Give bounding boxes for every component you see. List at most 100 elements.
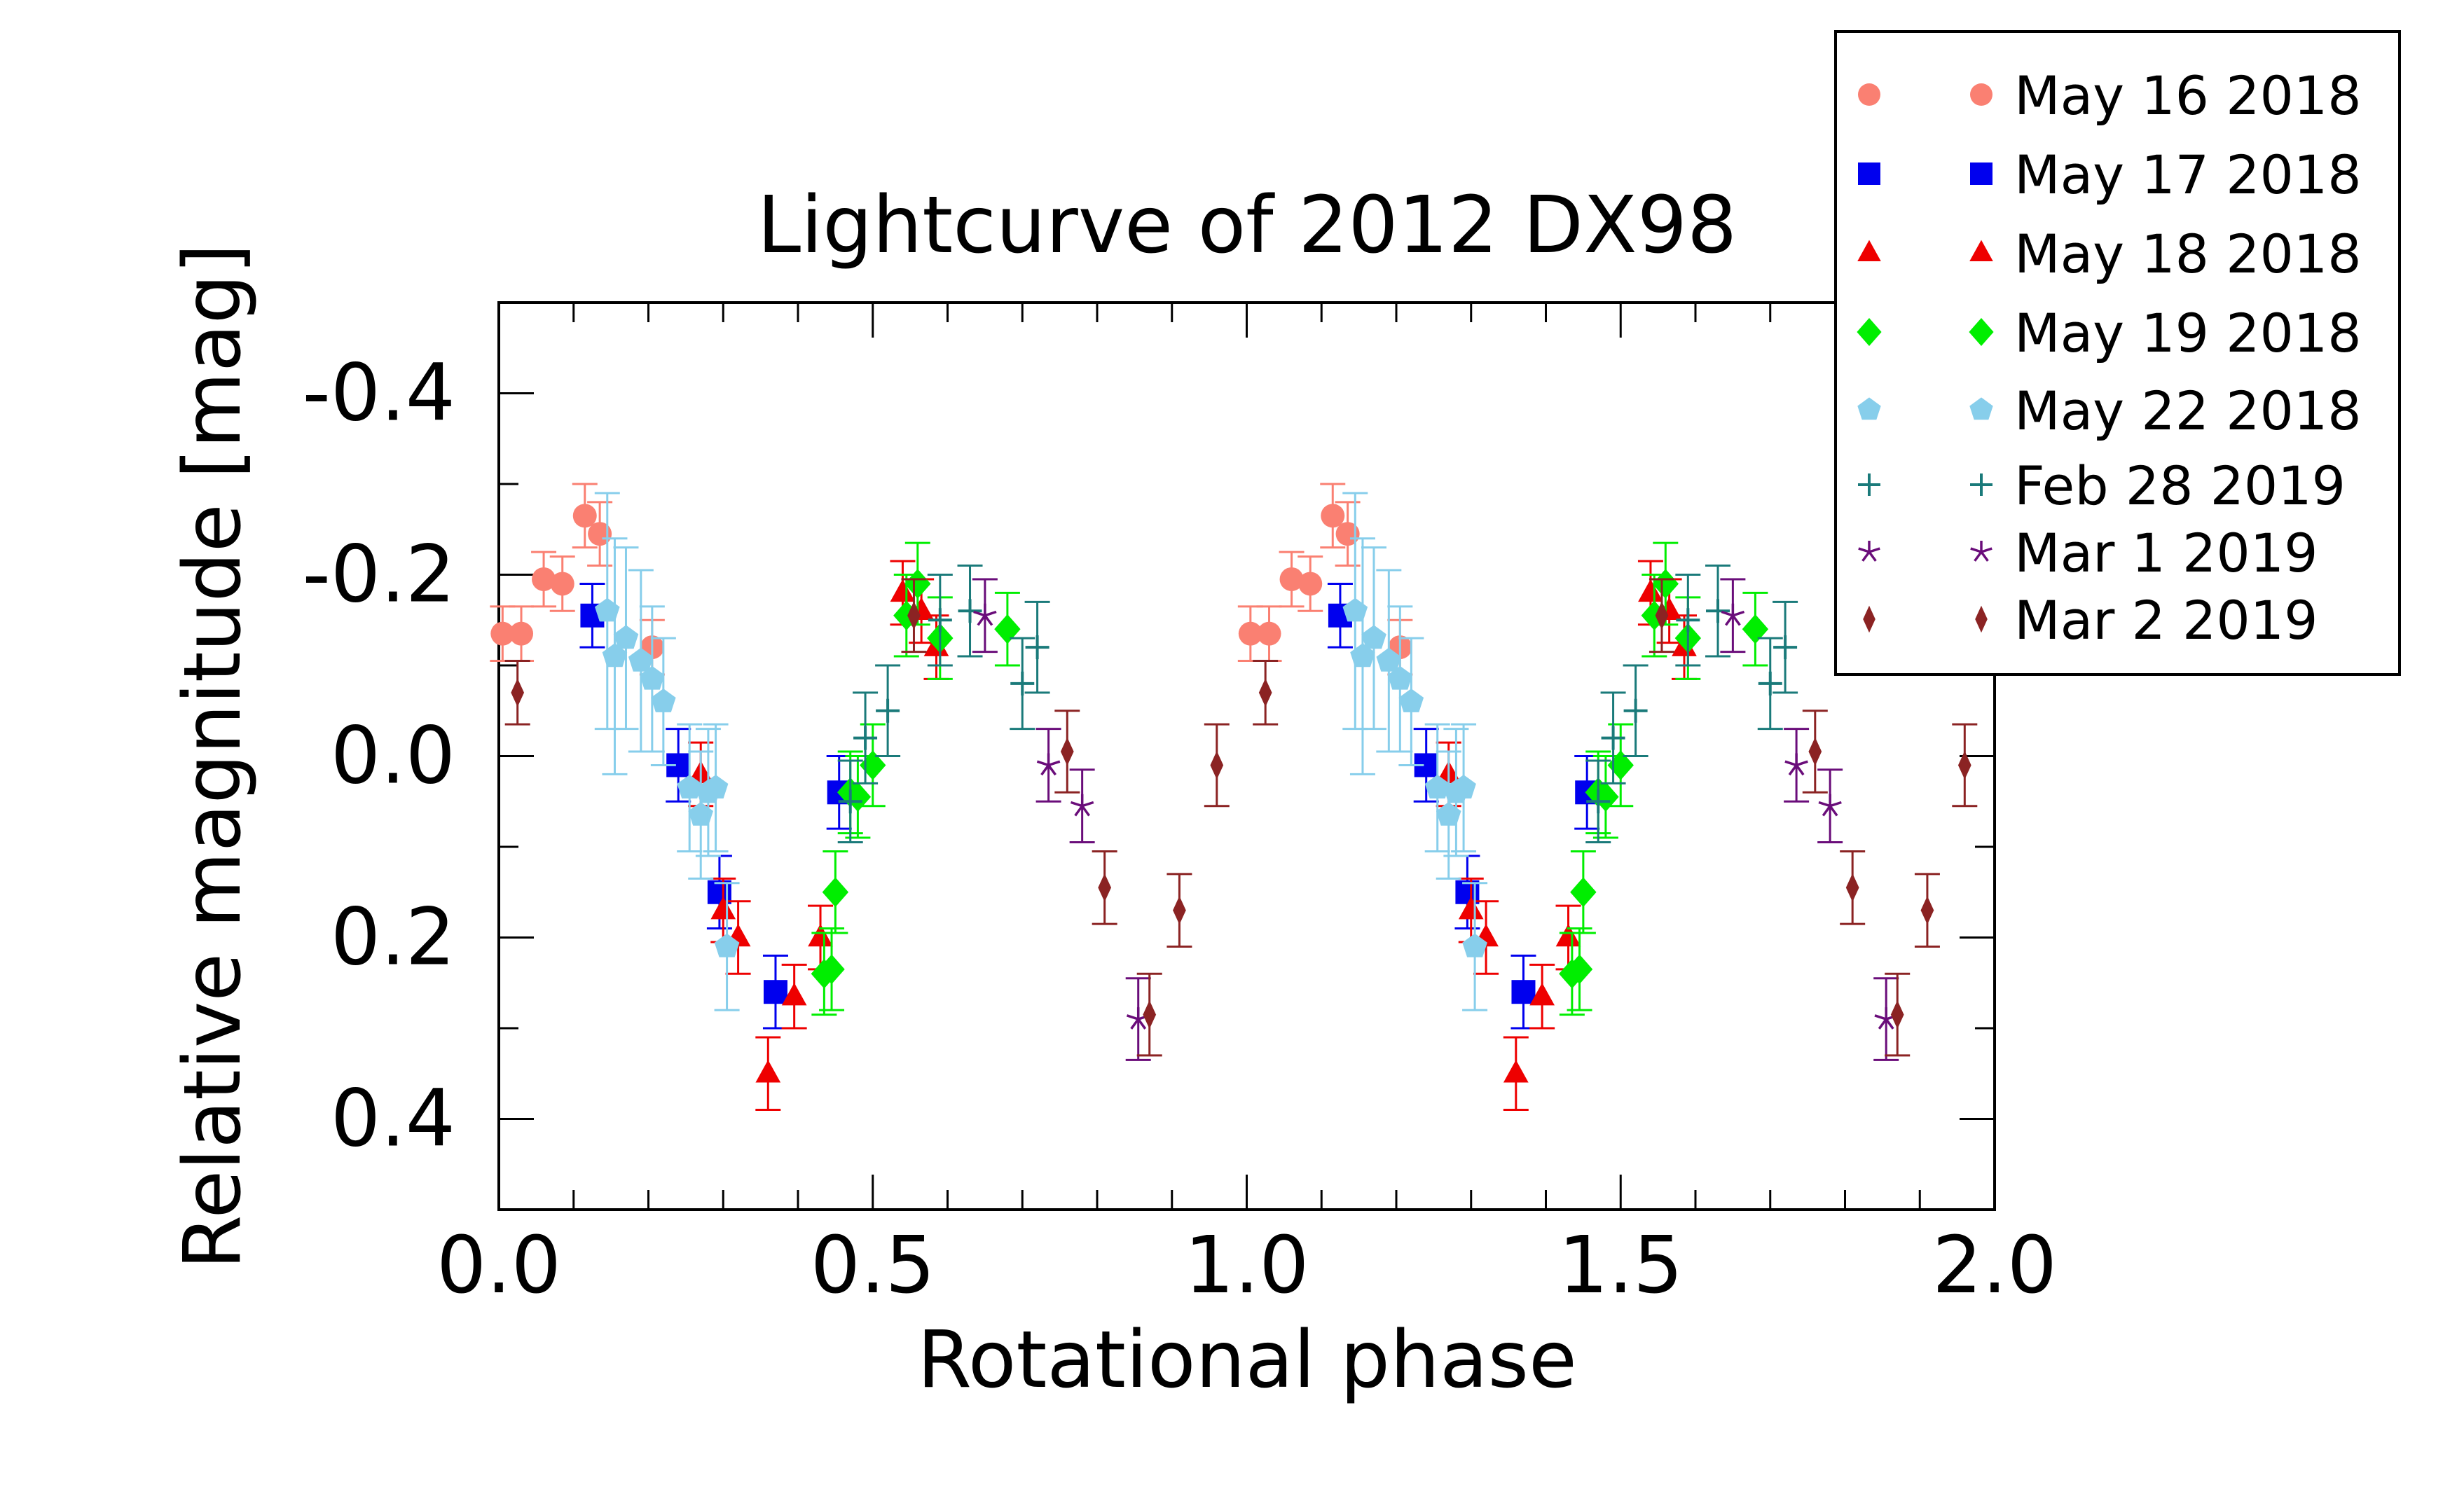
marker <box>1652 569 1679 599</box>
marker <box>1010 671 1035 696</box>
series-mar-1-2019 <box>972 578 1899 1061</box>
series-may-22-2018 <box>594 492 1488 1011</box>
marker <box>860 750 886 780</box>
marker <box>1335 522 1360 546</box>
data-point <box>1398 637 1424 766</box>
data-point <box>1376 569 1402 753</box>
data-point <box>1342 492 1368 731</box>
marker <box>1298 572 1323 596</box>
data-point <box>808 904 834 971</box>
marker <box>1436 802 1461 826</box>
marker <box>1845 873 1859 902</box>
data-point <box>762 954 788 1030</box>
y-tick-label: -0.2 <box>302 530 455 621</box>
data-point <box>957 565 983 658</box>
marker <box>876 698 900 723</box>
data-point <box>1136 972 1162 1057</box>
legend-marker <box>1969 318 1994 346</box>
series-feb-28-2019 <box>837 565 1798 844</box>
marker <box>613 625 639 649</box>
marker <box>1173 896 1186 925</box>
data-point <box>1361 546 1386 731</box>
y-tick-label: 0.2 <box>331 892 455 983</box>
data-point <box>1623 664 1649 757</box>
data-point <box>1125 977 1151 1061</box>
legend-marker <box>1857 318 1882 346</box>
legend-label: Mar 2 2019 <box>2014 589 2318 651</box>
legend-entry: May 17 2018 <box>1858 144 2362 206</box>
marker <box>890 579 916 602</box>
y-axis-label: Relative magnitude [mag] <box>167 244 259 1270</box>
x-tick-label: 0.0 <box>436 1220 561 1311</box>
marker <box>1957 751 1971 780</box>
marker <box>1210 751 1224 780</box>
marker <box>1387 665 1413 690</box>
legend-entry: May 18 2018 <box>1857 223 2362 285</box>
marker <box>572 504 597 528</box>
marker <box>1706 599 1730 623</box>
legend-entry: Mar 2 2019 <box>1863 589 2318 651</box>
x-tick-label: 2.0 <box>1932 1220 2057 1311</box>
marker <box>1874 1007 1898 1030</box>
data-points-layer <box>490 483 1978 1112</box>
y-axis-ticks <box>499 301 1995 1211</box>
chart-title: Lightcurve of 2012 DX98 <box>757 180 1737 271</box>
marker <box>904 569 931 599</box>
y-axis-tick-labels: -0.4 -0.2 0.0 0.2 0.4 <box>302 348 455 1165</box>
legend-marker <box>1970 541 1992 562</box>
legend-label: May 18 2018 <box>2014 223 2362 285</box>
legend-marker <box>1857 240 1881 261</box>
series-may-18-2018 <box>688 560 1697 1112</box>
data-point <box>1092 850 1117 925</box>
marker <box>1060 737 1074 766</box>
x-axis-ticks <box>497 303 1996 1210</box>
legend-marker <box>1969 397 1993 420</box>
data-point <box>639 605 665 753</box>
series-mar-2-2019 <box>504 578 1978 1057</box>
data-point <box>710 877 736 943</box>
data-point <box>972 578 998 653</box>
marker <box>1098 873 1112 902</box>
marker <box>763 980 787 1004</box>
legend-marker <box>1858 541 1880 562</box>
marker <box>688 802 713 826</box>
data-point <box>1570 850 1597 934</box>
data-point <box>1773 600 1798 694</box>
data-point <box>781 963 807 1030</box>
marker <box>651 689 676 712</box>
data-point <box>531 551 557 608</box>
marker <box>710 897 736 920</box>
marker <box>1036 753 1061 776</box>
marker <box>1607 750 1634 780</box>
data-point <box>1742 591 1769 667</box>
marker <box>550 572 574 596</box>
legend-marker <box>1863 605 1875 633</box>
data-point <box>1320 483 1346 549</box>
marker <box>1742 614 1769 644</box>
series-may-19-2018 <box>811 541 1769 1016</box>
data-point <box>1952 723 1978 808</box>
marker <box>1458 897 1484 920</box>
marker <box>1566 954 1593 985</box>
marker <box>1758 671 1782 696</box>
marker <box>595 597 620 622</box>
marker <box>1655 601 1669 630</box>
marker <box>640 665 665 690</box>
data-point <box>628 569 654 753</box>
x-axis-tick-labels: 0.0 0.5 1.0 1.5 2.0 <box>436 1220 2057 1311</box>
legend-marker <box>1975 605 1988 633</box>
data-point <box>901 578 927 653</box>
data-point <box>1720 578 1746 653</box>
data-point <box>650 637 676 766</box>
data-point <box>1010 637 1035 731</box>
legend-label: May 16 2018 <box>2014 64 2362 127</box>
marker <box>511 678 525 707</box>
marker <box>1601 726 1625 750</box>
legend-label: May 19 2018 <box>2014 302 2362 364</box>
data-point <box>1652 541 1679 626</box>
legend-marker <box>1970 162 1992 185</box>
marker <box>1890 1000 1904 1029</box>
data-point <box>1436 750 1461 880</box>
legend-marker <box>1970 473 1992 496</box>
marker <box>808 923 833 947</box>
